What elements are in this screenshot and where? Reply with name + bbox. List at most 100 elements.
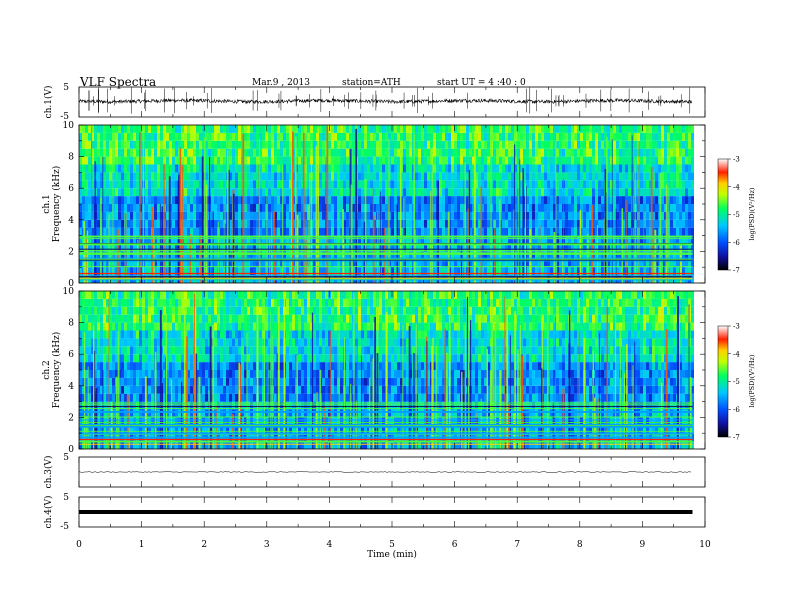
spectrogram-cell bbox=[181, 132, 184, 141]
spectrogram-cell bbox=[130, 441, 133, 449]
spectrogram-cell bbox=[418, 259, 421, 268]
spectrogram-cell bbox=[175, 211, 178, 220]
spectrogram-cell bbox=[121, 314, 124, 323]
spectrogram-cell bbox=[289, 125, 292, 133]
spectrogram-cell bbox=[547, 180, 550, 189]
spectrogram-cell bbox=[502, 180, 505, 189]
spectrogram-cell bbox=[430, 251, 433, 260]
spectrogram-cell bbox=[223, 243, 226, 252]
spectrogram-cell bbox=[427, 267, 430, 276]
spectrogram-cell bbox=[460, 235, 463, 244]
spectrogram-cell bbox=[403, 188, 406, 197]
spectrogram-cell bbox=[346, 132, 349, 141]
spectrogram-cell bbox=[637, 259, 640, 268]
spectrogram-cell bbox=[484, 188, 487, 197]
spectrogram-cell bbox=[361, 227, 364, 236]
spectrogram-cell bbox=[271, 172, 274, 181]
spectrogram-cell bbox=[97, 211, 100, 220]
spectrogram-cell bbox=[148, 346, 151, 355]
spectrogram-cell bbox=[328, 172, 331, 181]
spectrogram-cell bbox=[586, 211, 589, 220]
spectrogram-cell bbox=[172, 164, 175, 173]
spectrogram-cell bbox=[613, 188, 616, 197]
spectrogram-cell bbox=[331, 227, 334, 236]
spectrogram-cell bbox=[88, 188, 91, 197]
spectrogram-cell bbox=[79, 338, 82, 347]
spectrogram-cell bbox=[118, 291, 121, 299]
spectrogram-cell bbox=[682, 148, 685, 157]
spectrogram-cell bbox=[283, 211, 286, 220]
spectrogram-cell bbox=[97, 156, 100, 165]
spectrogram-cell bbox=[502, 211, 505, 220]
spectrogram-cell bbox=[154, 140, 157, 149]
spectrogram-cell bbox=[457, 188, 460, 197]
spectrogram-cell bbox=[451, 211, 454, 220]
spectrogram-cell bbox=[328, 156, 331, 165]
spectrogram-cell bbox=[682, 259, 685, 268]
spectrogram-cell bbox=[682, 164, 685, 173]
spectrogram-cell bbox=[454, 156, 457, 165]
spectrogram-cell bbox=[358, 243, 361, 252]
spectrogram-cell bbox=[445, 227, 448, 236]
spectrogram-cell bbox=[418, 267, 421, 276]
spectrogram-cell bbox=[307, 164, 310, 173]
spectrogram-cell bbox=[637, 172, 640, 181]
spectrogram-cell bbox=[163, 148, 166, 157]
spectrogram-cell bbox=[103, 125, 106, 133]
spectrogram-cell bbox=[226, 125, 229, 133]
spectrogram-cell bbox=[589, 148, 592, 157]
spectrogram-cell bbox=[334, 243, 337, 252]
spectrogram-cell bbox=[148, 409, 151, 418]
spectrogram-cell bbox=[613, 227, 616, 236]
spectrogram-cell bbox=[403, 204, 406, 212]
spectrogram-cell bbox=[460, 148, 463, 157]
spectrogram-cell bbox=[628, 227, 631, 236]
spectrogram-cell bbox=[151, 125, 154, 133]
spectrogram-cell bbox=[346, 148, 349, 157]
spectrogram-cell bbox=[271, 227, 274, 236]
spectrogram-cell bbox=[571, 196, 574, 204]
spectrogram-cell bbox=[520, 211, 523, 220]
spectrogram-cell bbox=[520, 243, 523, 252]
spectrogram-cell bbox=[235, 219, 238, 228]
spectrogram-cell bbox=[172, 172, 175, 181]
spectrogram-cell bbox=[625, 180, 628, 189]
spectrogram-cell bbox=[97, 314, 100, 323]
spectrogram-cell bbox=[391, 132, 394, 141]
spectrogram-cell bbox=[586, 188, 589, 197]
spectrogram-cell bbox=[151, 196, 154, 204]
spectrogram-cell bbox=[88, 362, 91, 370]
sferic-streak bbox=[112, 144, 114, 283]
spectrogram-cell bbox=[256, 148, 259, 157]
spectrogram-cell bbox=[142, 306, 145, 315]
spectrogram-cell bbox=[496, 196, 499, 204]
spectrogram-cell bbox=[373, 188, 376, 197]
spectrogram-cell bbox=[481, 188, 484, 197]
spectrogram-cell bbox=[334, 219, 337, 228]
spectrogram-cell bbox=[103, 377, 106, 386]
spectrogram-cell bbox=[370, 196, 373, 204]
spectrogram-cell bbox=[424, 125, 427, 133]
spectrogram-cell bbox=[220, 164, 223, 173]
spectrogram-cell bbox=[406, 180, 409, 189]
spectrogram-cell bbox=[115, 291, 118, 299]
spectrogram-cell bbox=[526, 227, 529, 236]
spectrogram-cell bbox=[160, 196, 163, 204]
spectrogram-cell bbox=[79, 385, 82, 394]
spectrogram-cell bbox=[343, 235, 346, 244]
spectrogram-cell bbox=[106, 393, 109, 402]
spectrogram-cell bbox=[670, 227, 673, 236]
spectrogram-cell bbox=[622, 148, 625, 157]
spectrogram-cell bbox=[592, 235, 595, 244]
spectrogram-cell bbox=[430, 267, 433, 276]
spectrogram-cell bbox=[592, 204, 595, 212]
spectrogram-cell bbox=[523, 243, 526, 252]
spectrogram-cell bbox=[259, 148, 262, 157]
spectrogram-cell bbox=[115, 211, 118, 220]
spectrogram-cell bbox=[175, 243, 178, 252]
spectrogram-cell bbox=[280, 132, 283, 141]
spectrogram-cell bbox=[454, 140, 457, 149]
spectrogram-cell bbox=[274, 164, 277, 173]
sferic-streak bbox=[315, 145, 317, 283]
